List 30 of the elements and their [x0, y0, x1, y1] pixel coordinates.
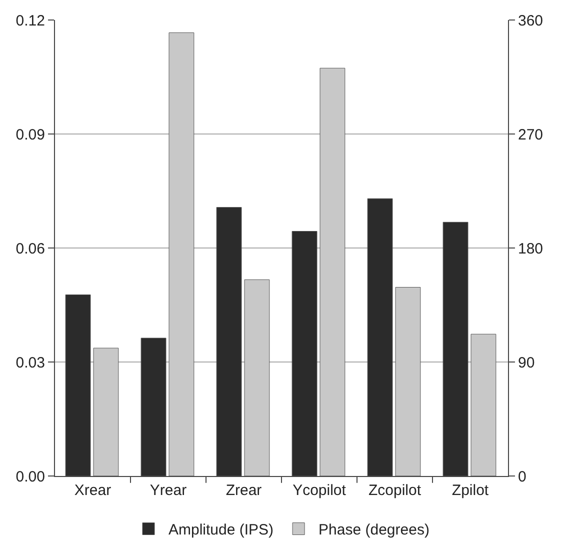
x-tick-label: Ycopilot — [292, 482, 347, 499]
y-tick-label: 0.03 — [16, 354, 45, 372]
bar — [320, 68, 346, 476]
bar — [292, 231, 318, 476]
legend-label: Phase (degrees) — [318, 522, 430, 539]
y2-tick-label: 180 — [518, 240, 544, 258]
y2-tick-label: 270 — [518, 126, 544, 144]
bar — [244, 279, 270, 476]
y-tick-label: 0.09 — [16, 126, 45, 144]
bar — [395, 287, 421, 476]
bar — [168, 32, 194, 476]
bar — [442, 222, 468, 476]
y-tick-label: 0.06 — [16, 240, 45, 258]
y-tick-label: 0.00 — [16, 468, 45, 486]
bar — [140, 338, 166, 476]
bar — [367, 198, 393, 476]
x-tick-label: Xrear — [74, 482, 112, 499]
y-tick-label: 0.12 — [16, 12, 45, 30]
y2-tick-label: 360 — [518, 12, 544, 30]
y2-tick-label: 90 — [518, 354, 535, 372]
x-tick-label: Zrear — [226, 482, 262, 499]
x-tick-label: Zcopilot — [368, 482, 422, 499]
bar — [216, 207, 242, 476]
x-tick-label: Yrear — [150, 482, 187, 499]
bar — [65, 294, 91, 476]
y2-tick-label: 0 — [518, 468, 526, 486]
x-tick-label: Zpilot — [452, 482, 490, 499]
bar — [470, 334, 496, 476]
legend-label: Amplitude (IPS) — [168, 522, 274, 539]
bar — [93, 348, 119, 476]
